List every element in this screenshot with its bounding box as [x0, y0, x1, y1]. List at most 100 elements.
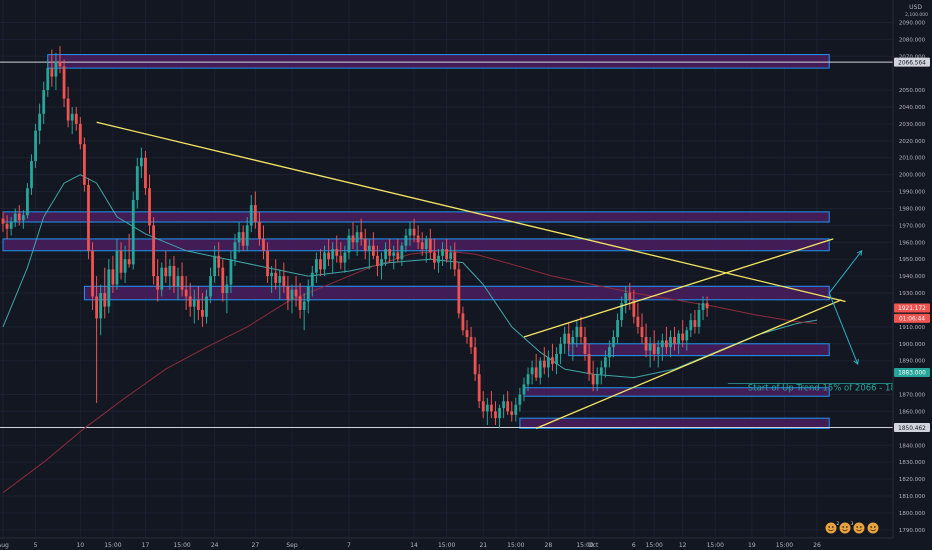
- emoji-icon[interactable]: [853, 522, 865, 534]
- price-tick-label: 2080.000: [899, 37, 926, 43]
- emoji-icon[interactable]: [867, 522, 879, 534]
- time-tick-label: Sep: [286, 542, 298, 549]
- candle-body: [148, 188, 151, 226]
- candle-body: [282, 276, 286, 287]
- candle-body: [465, 330, 469, 338]
- zone-box[interactable]: [519, 417, 830, 429]
- emoji-icon[interactable]: 3: [839, 521, 854, 534]
- trendline[interactable]: [96, 121, 846, 303]
- trendline[interactable]: [535, 299, 842, 429]
- price-tick-label: 1940.000: [899, 274, 926, 280]
- candle-body: [34, 130, 37, 162]
- candle-body: [534, 367, 538, 378]
- price-tag-label: 01:06:44: [899, 317, 925, 323]
- price-tick-label: 1980.000: [899, 206, 926, 212]
- candle-body: [388, 249, 392, 256]
- candle-body: [599, 367, 603, 375]
- price-tag-label: 2066.564: [898, 60, 926, 66]
- emoji-icon[interactable]: 2: [825, 521, 840, 534]
- projection-arrow[interactable]: [828, 250, 863, 294]
- projection-arrow-head[interactable]: [853, 359, 859, 366]
- annotations: Start of Up Trend 15% of 2066 - 1850: [727, 383, 907, 394]
- candle-body: [424, 238, 428, 250]
- time-tick-label: 15:00: [576, 542, 593, 549]
- price-axis[interactable]: USD 2,100.000 2090.0002080.0002070.00020…: [892, 0, 932, 550]
- candle-body: [660, 340, 664, 348]
- time-tick-label: 17: [142, 542, 150, 549]
- candle-body: [396, 252, 400, 260]
- candle-body: [359, 232, 363, 239]
- candle-body: [21, 215, 25, 221]
- time-tick-label: Oct: [588, 542, 599, 549]
- candle-body: [587, 353, 591, 375]
- candle-body: [669, 337, 672, 348]
- zone-box[interactable]: [2, 238, 830, 252]
- price-tick-label: 1960.000: [899, 240, 926, 246]
- emoji-eye: [828, 526, 831, 528]
- price-tick-label: 2010.000: [899, 156, 926, 162]
- time-tick-label: 24: [211, 542, 219, 549]
- time-tick-label: 15:00: [104, 542, 121, 549]
- candle-body: [66, 98, 70, 121]
- zone-box[interactable]: [83, 285, 830, 301]
- candle-body: [697, 309, 701, 327]
- price-tag: [894, 313, 930, 323]
- price-tick-label: 2090.000: [899, 20, 926, 26]
- price-tag-label: 1921.172: [898, 306, 926, 312]
- candle-body: [111, 269, 115, 285]
- candle-body: [355, 232, 359, 243]
- horizontal-lines[interactable]: [0, 61, 893, 429]
- price-tick-label: 2040.000: [899, 105, 926, 111]
- projection-arrows[interactable]: [828, 249, 863, 366]
- candle-body: [262, 238, 265, 251]
- zone-box[interactable]: [568, 343, 830, 357]
- candle-body: [685, 330, 689, 341]
- time-axis[interactable]: Aug 5 10 15:00 17 15:00 24 27 Sep 7 14 15:00 21 15:00…: [0, 537, 893, 550]
- trendlines[interactable]: [96, 121, 846, 429]
- candle-body: [555, 353, 558, 365]
- candle-body: [575, 326, 579, 338]
- candle-body: [302, 301, 306, 310]
- candle-body: [241, 232, 245, 246]
- candle-body: [477, 374, 481, 402]
- candle-body: [258, 222, 261, 239]
- price-tick-label: 1820.000: [899, 477, 926, 483]
- candle-body: [408, 228, 412, 236]
- candle-body: [656, 347, 660, 354]
- price-axis-top-label: 2,100.000: [905, 12, 928, 18]
- candle-body: [603, 357, 607, 368]
- candle-body: [184, 289, 188, 297]
- support-resistance-zones[interactable]: [2, 54, 830, 429]
- candle-body: [87, 184, 90, 251]
- candle-body: [160, 267, 164, 290]
- candle-body: [46, 68, 50, 91]
- zone-box[interactable]: [2, 211, 830, 223]
- time-tick-label: 26: [813, 542, 821, 549]
- price-tick-label: 1870.000: [899, 393, 926, 399]
- candle-body: [367, 245, 371, 251]
- trendline[interactable]: [523, 238, 834, 338]
- candle-body: [559, 343, 562, 354]
- price-tick-label: 2050.000: [899, 88, 926, 94]
- candle-body: [445, 249, 449, 260]
- price-tag: [894, 57, 930, 67]
- candle-body: [514, 404, 518, 415]
- candle-body: [26, 188, 29, 216]
- candle-body: [266, 250, 269, 277]
- projection-arrow-head[interactable]: [856, 249, 863, 256]
- candle-body: [693, 320, 697, 327]
- candle-body: [115, 250, 119, 285]
- candle-body: [310, 272, 314, 287]
- zone-box[interactable]: [47, 54, 830, 69]
- candle-body: [135, 166, 139, 201]
- time-tick-label: 5: [34, 542, 38, 549]
- candle-body: [298, 296, 302, 310]
- candle-body: [168, 265, 172, 277]
- candle-body: [217, 255, 221, 268]
- candle-body: [274, 272, 278, 283]
- price-tick-label: 1950.000: [899, 257, 926, 263]
- projection-arrow[interactable]: [828, 292, 859, 365]
- candle-body: [498, 408, 501, 419]
